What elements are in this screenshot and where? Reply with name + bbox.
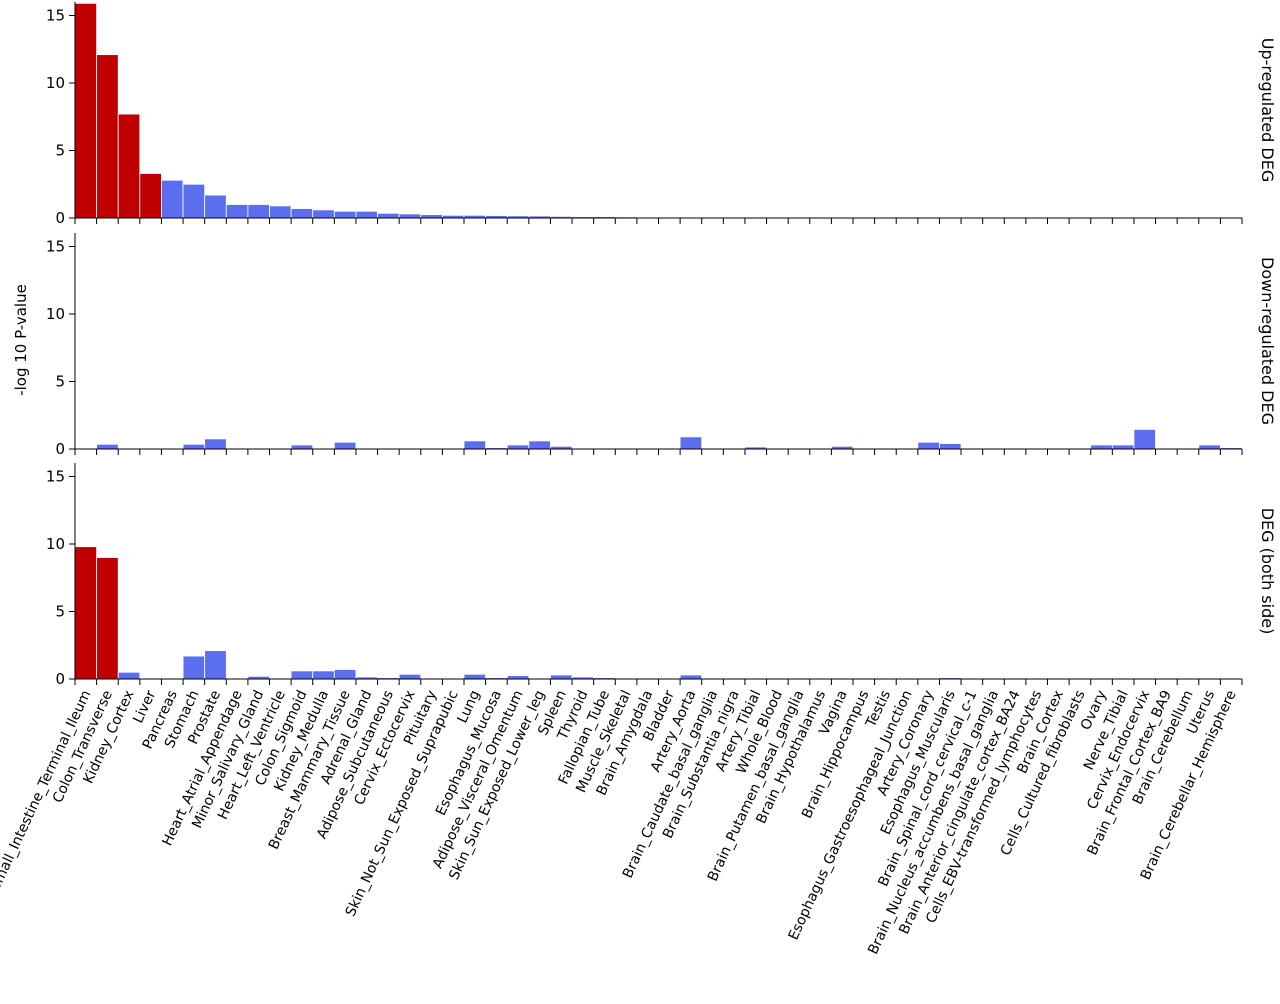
bar	[528, 440, 551, 450]
bar	[290, 208, 314, 219]
panel-title: DEG (both side)	[1258, 508, 1277, 635]
bar	[161, 179, 184, 219]
bar	[463, 440, 487, 450]
y-tick-label: 15	[46, 238, 65, 256]
bar	[1111, 444, 1135, 450]
bar	[269, 205, 292, 219]
bar	[96, 443, 119, 450]
panel-3: 0 5 10 15 DEG (both side)	[46, 463, 1277, 688]
y-tick-label: 5	[55, 603, 65, 621]
y-tick-label: 15	[46, 7, 65, 25]
bar	[182, 443, 206, 450]
bar	[247, 204, 270, 219]
y-tick-label: 5	[55, 142, 65, 160]
bar	[117, 671, 141, 680]
bar	[550, 674, 573, 680]
bar	[312, 209, 335, 219]
bar	[333, 669, 357, 680]
bar	[506, 444, 530, 450]
panel-title: Down-regulated DEG	[1258, 257, 1277, 425]
y-tick-label: 10	[46, 535, 65, 553]
bar	[204, 194, 227, 219]
x-tick-label: Small_Intestine_Terminal_Ileum	[0, 688, 94, 894]
bar	[139, 173, 162, 219]
y-tick-label: 0	[55, 440, 65, 458]
panel-1: 0 5 10 15 Up-regulated DEG	[46, 2, 1277, 227]
bar	[333, 210, 357, 219]
bar	[117, 113, 141, 219]
panels-layer: 0 5 10 15 Up-regulated DEG 0 5 10 15 Down-regulat…	[46, 2, 1277, 688]
bar	[1133, 429, 1156, 450]
bar	[182, 183, 206, 219]
bar	[398, 673, 422, 680]
y-tick-label: 0	[55, 209, 65, 227]
bar	[290, 670, 314, 680]
bar	[204, 438, 227, 450]
bar	[290, 444, 314, 450]
bar	[312, 670, 335, 680]
bar	[204, 650, 227, 680]
bar	[1198, 444, 1221, 450]
bar	[225, 204, 249, 219]
bar	[398, 213, 422, 219]
y-tick-label: 15	[46, 468, 65, 486]
y-axis-label: -log 10 P-value	[12, 284, 30, 396]
bar	[74, 546, 98, 680]
y-tick-label: 5	[55, 373, 65, 391]
bar	[96, 557, 119, 680]
y-tick-label: 10	[46, 74, 65, 92]
bar	[333, 441, 357, 450]
x-tick-labels: Small_Intestine_Terminal_IleumColon_Tran…	[0, 688, 1240, 957]
y-tick-label: 10	[46, 305, 65, 323]
bar	[355, 210, 378, 219]
bar	[463, 673, 487, 680]
bar	[74, 2, 98, 219]
bar	[1090, 444, 1113, 450]
bar	[182, 655, 206, 680]
bar	[96, 54, 119, 219]
bar	[377, 212, 400, 219]
bar	[917, 441, 940, 450]
bar	[679, 674, 703, 680]
panel-title: Up-regulated DEG	[1258, 38, 1277, 182]
bar	[679, 436, 703, 450]
panel-2: 0 5 10 15 Down-regulated DEG	[46, 233, 1277, 458]
y-tick-label: 0	[55, 670, 65, 688]
bar	[939, 443, 962, 450]
